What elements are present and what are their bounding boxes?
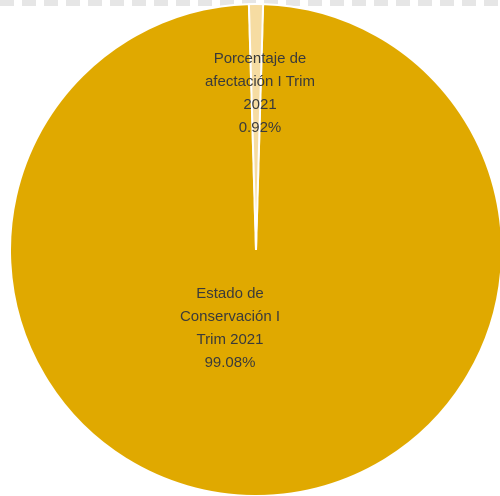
slice-label-afectacion: Porcentaje de afectación I Trim 2021 0.9… [180,47,340,139]
slice-label-afectacion-value: 0.92% [238,119,282,136]
slice-label-afectacion-line-2: afectación I Trim [204,73,316,90]
pie-slice-afectacion [247,2,265,251]
slice-label-afectacion-line-3: 2021 [243,96,277,113]
slice-label-conservacion: Estado de Conservación I Trim 2021 99.08… [150,282,310,374]
slice-label-conservacion-line-1: Estado de [196,285,264,302]
slice-label-afectacion-line-1: Porcentaje de [213,50,307,67]
slice-label-conservacion-line-2: Conservación I [179,308,281,325]
cropped-title-strip [0,0,500,6]
slice-label-conservacion-value: 99.08% [204,354,256,371]
slice-label-conservacion-line-3: Trim 2021 [196,331,264,348]
